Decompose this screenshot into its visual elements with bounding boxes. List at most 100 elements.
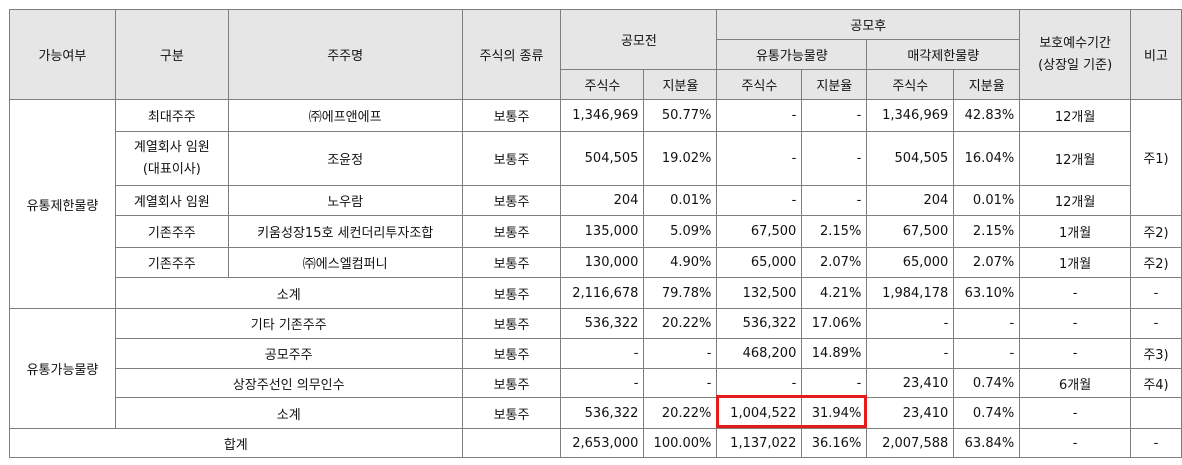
stock-type-cell: 보통주 [461, 99, 562, 132]
pre-shares-cell: 2,116,678 [560, 277, 645, 309]
trade-shares-cell: - [716, 185, 803, 216]
restr-shares-cell: 504,505 [866, 131, 955, 186]
shareholder-cell: ㈜에스엘컴퍼니 [227, 247, 463, 278]
trade-shares-cell: - [716, 131, 803, 186]
period-cell: - [1019, 308, 1131, 339]
shareholder-cell: ㈜에프앤에프 [227, 99, 463, 132]
table-row: 유통가능물량 기타 기존주주 보통주 536,322 20.22% 536,32… [9, 308, 1182, 429]
restr-ratio-cell: 63.84% [953, 428, 1021, 458]
period-cell: 1개월 [1019, 215, 1131, 248]
restr-ratio-cell: 42.83% [953, 99, 1021, 132]
table-row: 계열회사 임원 (대표이사) 조윤정 보통주 504,505 19.02% - … [10, 131, 1182, 186]
shareholder-cell: 조윤정 [227, 131, 463, 186]
category-cell: 기존주주 [114, 215, 229, 248]
trade-shares-cell: 1,137,022 [716, 428, 803, 458]
header-remarks: 비고 [1129, 9, 1182, 100]
stock-type-cell: 보통주 [461, 338, 562, 369]
stock-type-cell [461, 428, 562, 458]
header-restricted: 매각제한물량 [866, 39, 1021, 70]
header-shares: 주식수 [716, 69, 803, 100]
header-shares: 주식수 [560, 69, 645, 100]
trade-ratio-cell: 17.06% [801, 308, 868, 339]
category-cell: 기존주주 [114, 247, 229, 278]
header-shares: 주식수 [866, 69, 955, 100]
header-lockup-period: 보호예수기간 (상장일 기준) [1019, 9, 1131, 100]
total-row: 합계 2,653,000 100.00% 1,137,022 36.16% 2,… [9, 428, 1182, 458]
category-cell: 공모주주 [114, 338, 463, 369]
restr-ratio-cell: 2.07% [953, 247, 1021, 278]
trade-ratio-cell: 2.07% [801, 247, 868, 278]
category-cell: 기타 기존주주 [114, 308, 463, 339]
period-cell: - [1019, 428, 1131, 458]
trade-shares-cell: - [716, 368, 803, 398]
header-stock-type: 주식의 종류 [461, 9, 562, 100]
pre-ratio-cell: 50.77% [643, 99, 718, 132]
pre-ratio-cell: - [643, 338, 718, 369]
pre-ratio-cell: 5.09% [643, 215, 718, 248]
total-label: 합계 [9, 428, 463, 458]
note-cell: 주2) [1129, 247, 1182, 278]
pre-shares-cell: 2,653,000 [560, 428, 645, 458]
restr-ratio-cell: 63.10% [953, 277, 1021, 309]
period-cell: - [1019, 397, 1131, 429]
table-row: 공모주주 보통주 - - 468,200 14.89% - - - 주3) [10, 338, 1182, 369]
restr-shares-cell: 1,346,969 [866, 99, 955, 132]
pre-shares-cell: 130,000 [560, 247, 645, 278]
stock-type-cell: 보통주 [461, 131, 562, 186]
restr-shares-cell: 1,984,178 [866, 277, 955, 309]
pre-ratio-cell: 4.90% [643, 247, 718, 278]
stock-type-cell: 보통주 [461, 185, 562, 216]
pre-ratio-cell: 100.00% [643, 428, 718, 458]
period-cell: 1개월 [1019, 247, 1131, 278]
trade-shares-cell: 536,322 [716, 308, 803, 339]
restr-ratio-cell: 16.04% [953, 131, 1021, 186]
stock-type-cell: 보통주 [461, 368, 562, 398]
trade-shares-cell: 67,500 [716, 215, 803, 248]
trade-ratio-cell: 2.15% [801, 215, 868, 248]
trade-ratio-cell: - [801, 185, 868, 216]
period-cell: - [1019, 338, 1131, 369]
pre-shares-cell: - [560, 338, 645, 369]
note-cell: - [1129, 308, 1182, 339]
trade-shares-cell: 468,200 [716, 338, 803, 369]
restr-shares-cell: 23,410 [866, 368, 955, 398]
trade-ratio-cell: 14.89% [801, 338, 868, 369]
category-cell: 계열회사 임원 [114, 185, 229, 216]
subtotal-row: 소계 보통주 536,322 20.22% 1,004,522 31.94% 2… [10, 397, 1182, 429]
trade-shares-cell: 1,004,522 [716, 397, 803, 429]
restr-shares-cell: 65,000 [866, 247, 955, 278]
header-availability: 가능여부 [9, 9, 116, 100]
shareholder-cell: 키움성장15호 세컨더리투자조합 [227, 215, 463, 248]
pre-shares-cell: 135,000 [560, 215, 645, 248]
restr-ratio-cell: 0.74% [953, 368, 1021, 398]
restr-shares-cell: 67,500 [866, 215, 955, 248]
restr-ratio-cell: - [953, 308, 1021, 339]
stock-type-cell: 보통주 [461, 397, 562, 429]
restr-shares-cell: 204 [866, 185, 955, 216]
subtotal-label: 소계 [114, 397, 463, 429]
note-cell: 주3) [1129, 338, 1182, 369]
stock-type-cell: 보통주 [461, 247, 562, 278]
pre-ratio-cell: 0.01% [643, 185, 718, 216]
pre-shares-cell: 1,346,969 [560, 99, 645, 132]
restr-ratio-cell: 0.74% [953, 397, 1021, 429]
period-cell: 6개월 [1019, 368, 1131, 398]
note-cell: - [1129, 277, 1182, 309]
restr-ratio-cell: 2.15% [953, 215, 1021, 248]
trade-shares-cell: 65,000 [716, 247, 803, 278]
header-after-ipo: 공모후 [716, 9, 1021, 40]
trade-ratio-cell: 31.94% [801, 397, 868, 429]
restr-shares-cell: - [866, 308, 955, 339]
note-cell: - [1129, 428, 1182, 458]
header-tradable: 유통가능물량 [716, 39, 868, 70]
pre-ratio-cell: 20.22% [643, 308, 718, 339]
table-row: 계열회사 임원 노우람 보통주 204 0.01% - - 204 0.01% … [10, 185, 1182, 216]
period-cell: 12개월 [1019, 185, 1131, 216]
period-cell: 12개월 [1019, 131, 1131, 186]
note-cell: 주1) [1129, 99, 1182, 216]
pre-shares-cell: 504,505 [560, 131, 645, 186]
header-ratio: 지분율 [643, 69, 718, 100]
restr-shares-cell: 23,410 [866, 397, 955, 429]
pre-shares-cell: 536,322 [560, 397, 645, 429]
pre-shares-cell: - [560, 368, 645, 398]
